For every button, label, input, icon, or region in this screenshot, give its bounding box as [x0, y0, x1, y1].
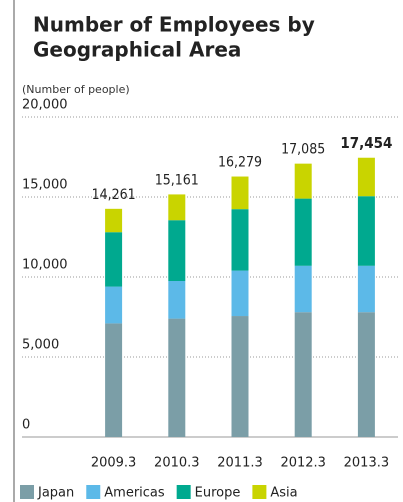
y-tick-label: 10,000 [22, 258, 68, 273]
bar-segment [168, 281, 186, 319]
legend-swatch [20, 485, 34, 499]
legend-label: Asia [270, 486, 297, 501]
x-tick-label: 2013.3 [344, 456, 390, 471]
x-tick-label: 2011.3 [217, 456, 263, 471]
x-tick-label: 2009.3 [91, 456, 137, 471]
bar-segment [168, 194, 186, 221]
bar-segment [231, 316, 249, 437]
bar-segment [294, 265, 312, 313]
chart-title: Geographical Area [33, 38, 241, 62]
bar-segment [105, 286, 123, 324]
bar-segment [105, 208, 123, 233]
bar-segment [168, 220, 186, 281]
bar-segment [294, 312, 312, 437]
y-axis-label: (Number of people) [22, 83, 130, 96]
total-label: 15,161 [155, 172, 199, 188]
x-tick-label: 2010.3 [154, 456, 200, 471]
chart-title: Number of Employees by [33, 13, 315, 37]
bar-segment [105, 323, 123, 437]
y-tick-label: 20,000 [22, 98, 68, 113]
legend-label: Europe [195, 486, 241, 501]
bar-segment [231, 209, 249, 271]
legend-swatch [86, 485, 101, 499]
total-label: 17,454 [340, 134, 392, 152]
legend-label: Japan [37, 486, 74, 501]
legend-label: Americas [104, 486, 165, 501]
bar-segment [294, 163, 312, 199]
bar-segment [231, 270, 249, 317]
bar-segment [357, 196, 375, 266]
total-label: 16,279 [218, 155, 262, 171]
y-tick-label: 0 [22, 418, 30, 433]
total-label: 17,085 [281, 142, 325, 158]
bar-segment [231, 176, 249, 210]
bar-segment [357, 265, 375, 313]
bar-segment [105, 232, 123, 287]
legend-swatch [252, 485, 267, 499]
bar-segment [357, 312, 375, 437]
x-tick-label: 2012.3 [280, 456, 326, 471]
bar-segment [168, 318, 186, 437]
y-tick-label: 5,000 [22, 338, 59, 353]
y-tick-label: 15,000 [22, 178, 68, 193]
bar-segment [357, 157, 375, 197]
total-label: 14,261 [92, 187, 136, 203]
legend-swatch [176, 485, 191, 499]
bar-segment [294, 198, 312, 266]
